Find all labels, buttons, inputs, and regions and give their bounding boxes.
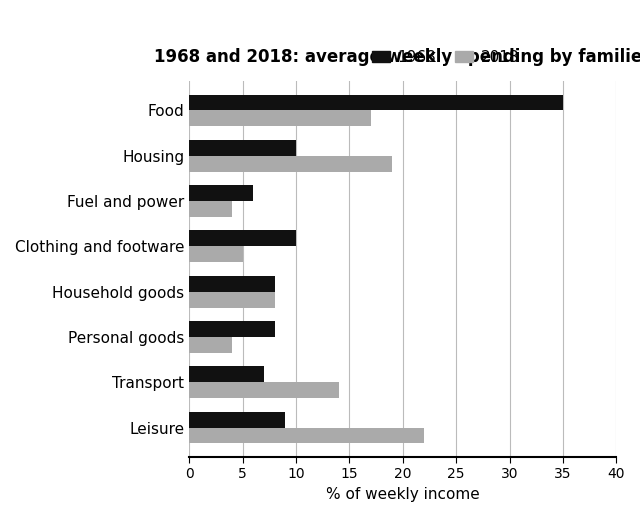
Bar bbox=[189, 156, 392, 172]
Bar bbox=[189, 111, 371, 126]
Bar bbox=[189, 428, 424, 444]
Bar bbox=[189, 276, 275, 292]
Bar bbox=[189, 231, 296, 247]
Bar bbox=[189, 95, 563, 111]
Bar bbox=[189, 292, 275, 308]
Bar bbox=[189, 140, 296, 156]
Bar bbox=[189, 185, 253, 201]
Title: 1968 and 2018: average weekly spending by families: 1968 and 2018: average weekly spending b… bbox=[154, 48, 640, 66]
Bar bbox=[189, 337, 232, 353]
Legend: 1968, 2018: 1968, 2018 bbox=[365, 43, 525, 71]
Bar bbox=[189, 247, 243, 262]
X-axis label: % of weekly income: % of weekly income bbox=[326, 487, 480, 502]
Bar bbox=[189, 382, 339, 398]
Bar bbox=[189, 201, 232, 217]
Bar bbox=[189, 367, 264, 382]
Bar bbox=[189, 412, 285, 428]
Bar bbox=[189, 321, 275, 337]
